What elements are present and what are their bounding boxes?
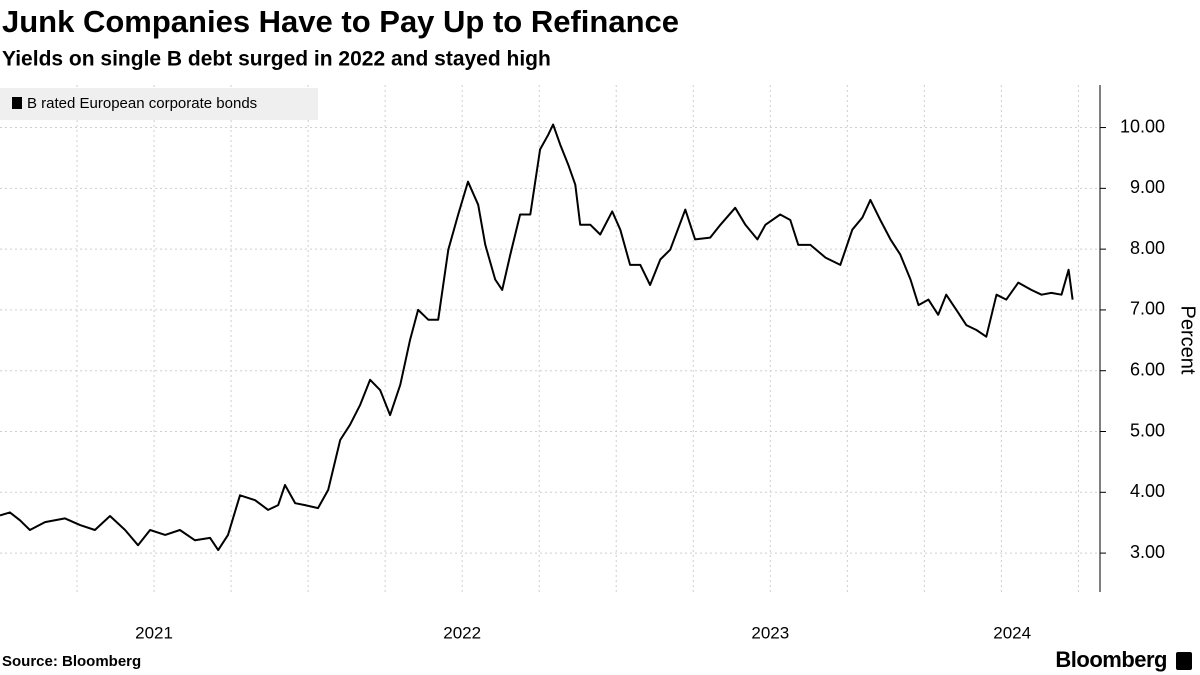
y-tick-label: 9.00 <box>1130 177 1165 197</box>
x-tick-label: 2021 <box>135 623 173 642</box>
chart-subtitle: Yields on single B debt surged in 2022 a… <box>2 48 551 71</box>
line-series <box>0 123 1074 552</box>
brand-icon <box>1176 652 1192 670</box>
x-tick-label: 2023 <box>751 623 789 642</box>
y-tick-label: 10.00 <box>1120 116 1165 136</box>
brand: Bloomberg <box>1055 647 1167 672</box>
y-tick-label: 4.00 <box>1130 481 1165 501</box>
y-tick-label: 3.00 <box>1130 542 1165 562</box>
legend-label: B rated European corporate bonds <box>27 95 257 112</box>
legend-box <box>0 88 318 120</box>
y-axis-label: Percent <box>1177 306 1199 375</box>
x-tick-label: 2022 <box>443 623 481 642</box>
y-tick-label: 6.00 <box>1130 359 1165 379</box>
legend-swatch <box>12 97 22 109</box>
x-tick-label: 2024 <box>993 623 1031 642</box>
source: Source: Bloomberg <box>2 653 141 670</box>
y-tick-label: 5.00 <box>1130 420 1165 440</box>
y-tick-label: 7.00 <box>1130 299 1165 319</box>
y-tick-label: 8.00 <box>1130 238 1165 258</box>
chart-title: Junk Companies Have to Pay Up to Refinan… <box>2 4 679 39</box>
